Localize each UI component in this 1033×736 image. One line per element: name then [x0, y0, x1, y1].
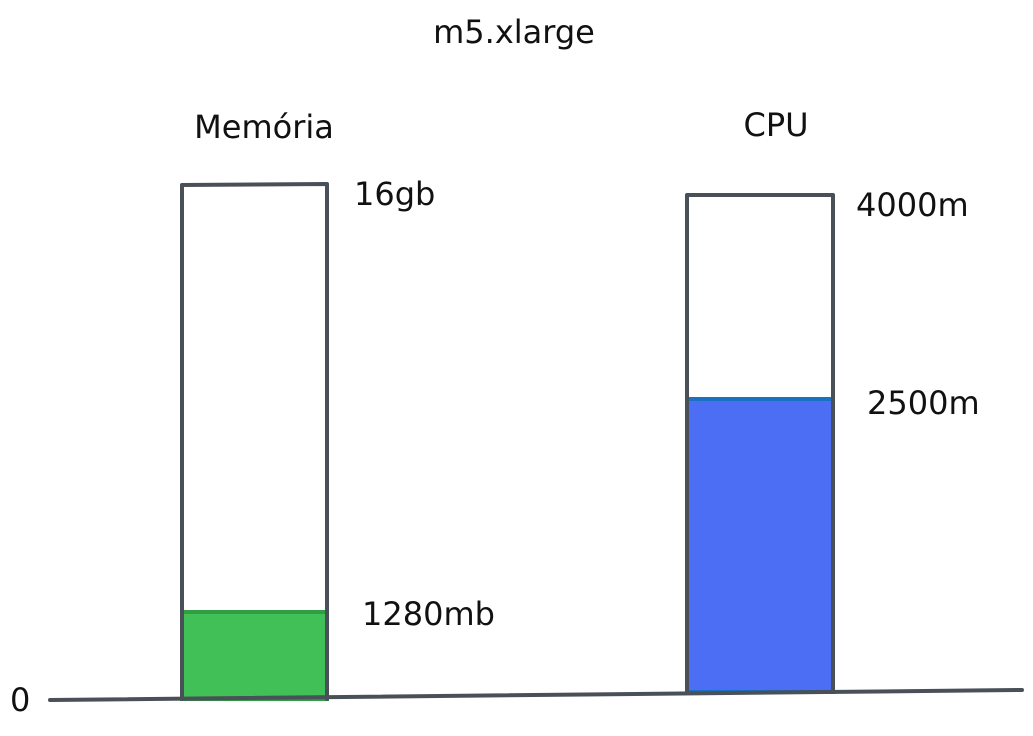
cpu-used-label: 2500m	[867, 384, 980, 422]
memory-capacity-outline	[180, 182, 329, 701]
memory-used-label: 1280mb	[362, 595, 495, 633]
memory-capacity-label: 16gb	[354, 175, 435, 213]
cpu-capacity-outline	[685, 193, 835, 694]
baseline-zero-label: 0	[10, 681, 30, 719]
diagram-title: m5.xlarge	[433, 13, 595, 51]
cpu-used-fill	[685, 397, 835, 694]
cpu-capacity-label: 4000m	[856, 186, 969, 224]
baseline-axis	[48, 688, 1024, 702]
cpu-label: CPU	[743, 106, 808, 144]
cpu-column: CPU 4000m 2500m	[685, 106, 980, 694]
memory-label: Memória	[194, 108, 334, 146]
memory-column: Memória 16gb 1280mb	[180, 108, 495, 701]
memory-used-fill	[180, 610, 329, 701]
